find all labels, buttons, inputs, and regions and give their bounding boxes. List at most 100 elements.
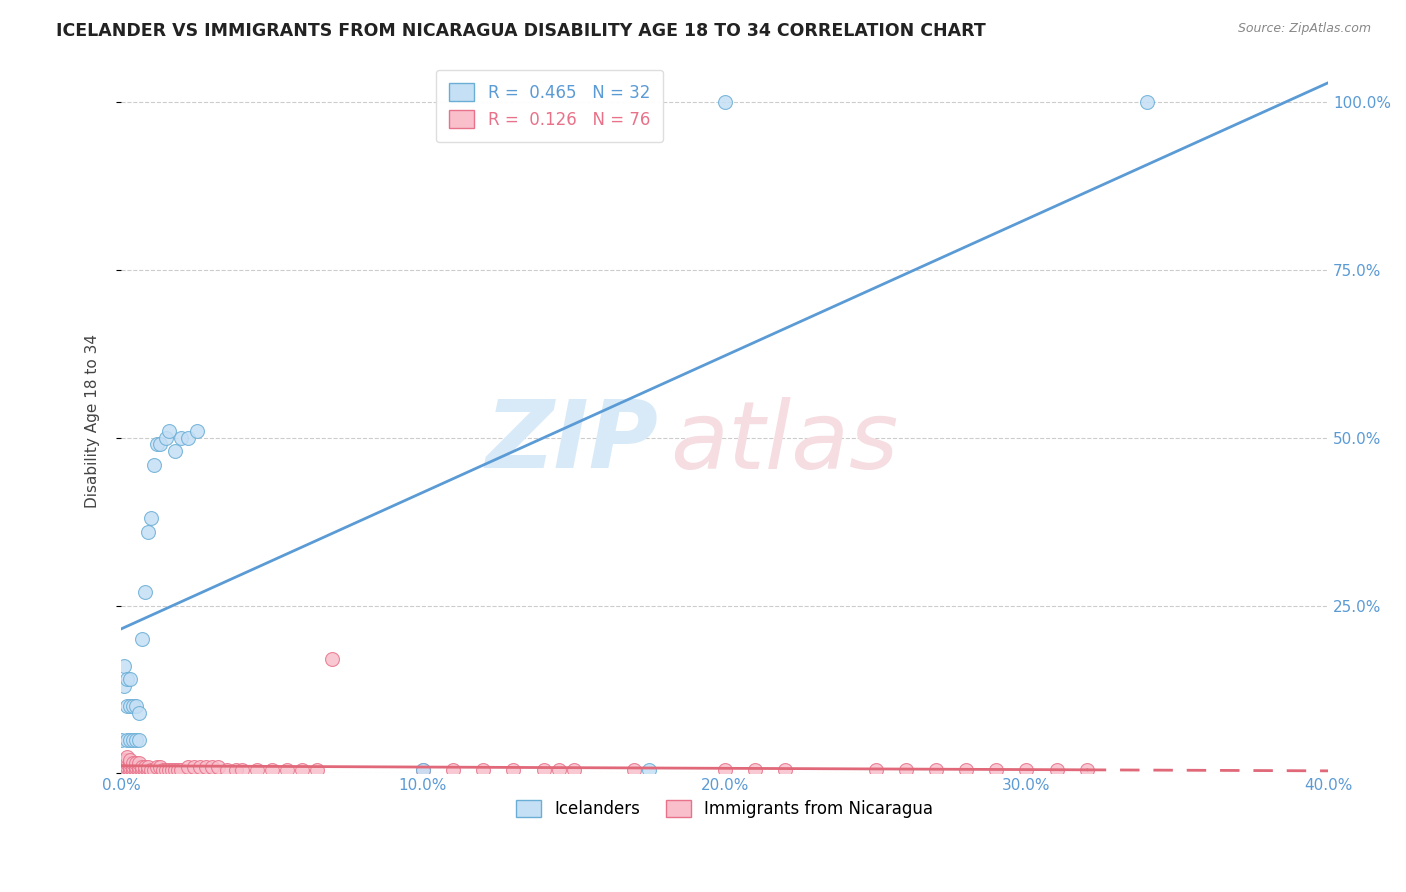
Point	[194, 760, 217, 774]
Point	[149, 760, 172, 774]
Point	[141, 763, 163, 777]
Point	[1045, 763, 1067, 777]
Point	[155, 431, 177, 445]
Point	[176, 760, 198, 774]
Point	[110, 760, 132, 774]
Point	[165, 444, 187, 458]
Point	[128, 760, 150, 774]
Text: ICELANDER VS IMMIGRANTS FROM NICARAGUA DISABILITY AGE 18 TO 34 CORRELATION CHART: ICELANDER VS IMMIGRANTS FROM NICARAGUA D…	[56, 22, 986, 40]
Point	[110, 732, 132, 747]
Point	[120, 732, 142, 747]
Point	[146, 437, 169, 451]
Point	[125, 732, 148, 747]
Point	[1076, 763, 1098, 777]
Point	[773, 763, 796, 777]
Point	[115, 760, 138, 774]
Point	[925, 763, 948, 777]
Point	[146, 760, 169, 774]
Text: atlas: atlas	[671, 397, 898, 488]
Point	[112, 760, 135, 774]
Point	[110, 756, 132, 771]
Point	[170, 763, 193, 777]
Point	[276, 763, 298, 777]
Point	[128, 756, 150, 771]
Point	[125, 763, 148, 777]
Point	[155, 763, 177, 777]
Point	[955, 763, 977, 777]
Point	[125, 756, 148, 771]
Point	[120, 756, 142, 771]
Point	[131, 632, 153, 647]
Point	[231, 763, 253, 777]
Point	[152, 763, 174, 777]
Point	[1015, 763, 1038, 777]
Point	[115, 699, 138, 714]
Point	[562, 763, 585, 777]
Point	[122, 699, 145, 714]
Point	[321, 652, 343, 666]
Point	[176, 431, 198, 445]
Point	[186, 424, 208, 438]
Point	[170, 431, 193, 445]
Point	[120, 673, 142, 687]
Point	[307, 763, 329, 777]
Point	[894, 763, 917, 777]
Point	[865, 763, 887, 777]
Point	[713, 763, 735, 777]
Point	[291, 763, 314, 777]
Point	[215, 763, 238, 777]
Point	[112, 763, 135, 777]
Point	[713, 95, 735, 109]
Point	[112, 679, 135, 693]
Point	[162, 763, 184, 777]
Y-axis label: Disability Age 18 to 34: Disability Age 18 to 34	[86, 334, 100, 508]
Point	[115, 732, 138, 747]
Point	[225, 763, 247, 777]
Point	[128, 706, 150, 720]
Point	[136, 763, 159, 777]
Point	[157, 424, 180, 438]
Point	[136, 524, 159, 539]
Point	[141, 511, 163, 525]
Point	[143, 763, 166, 777]
Point	[744, 763, 766, 777]
Point	[115, 756, 138, 771]
Point	[120, 699, 142, 714]
Point	[157, 763, 180, 777]
Point	[1136, 95, 1159, 109]
Point	[122, 732, 145, 747]
Point	[260, 763, 283, 777]
Point	[134, 760, 156, 774]
Point	[623, 763, 645, 777]
Point	[112, 659, 135, 673]
Point	[986, 763, 1008, 777]
Point	[188, 760, 211, 774]
Point	[122, 756, 145, 771]
Point	[165, 763, 187, 777]
Point	[246, 763, 269, 777]
Point	[134, 585, 156, 599]
Point	[115, 673, 138, 687]
Point	[533, 763, 555, 777]
Point	[125, 760, 148, 774]
Point	[115, 763, 138, 777]
Point	[110, 760, 132, 774]
Legend: Icelanders, Immigrants from Nicaragua: Icelanders, Immigrants from Nicaragua	[510, 794, 939, 825]
Point	[167, 763, 190, 777]
Point	[134, 763, 156, 777]
Point	[112, 756, 135, 771]
Point	[149, 437, 172, 451]
Point	[120, 760, 142, 774]
Point	[502, 763, 524, 777]
Point	[207, 760, 229, 774]
Point	[547, 763, 569, 777]
Point	[472, 763, 495, 777]
Point	[131, 760, 153, 774]
Text: ZIP: ZIP	[485, 396, 658, 488]
Point	[122, 760, 145, 774]
Point	[120, 753, 142, 767]
Point	[136, 760, 159, 774]
Point	[115, 753, 138, 767]
Point	[122, 763, 145, 777]
Point	[201, 760, 224, 774]
